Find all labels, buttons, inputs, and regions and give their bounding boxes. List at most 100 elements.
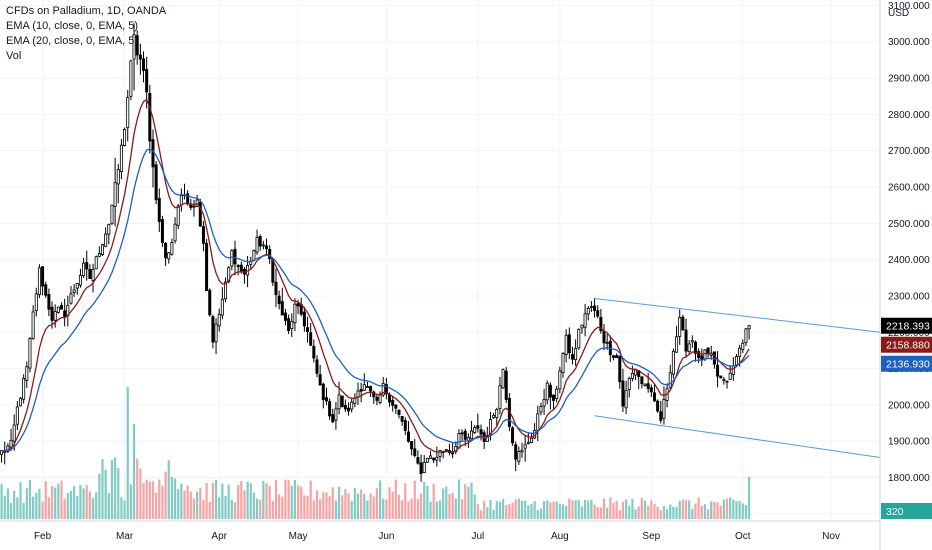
- volume-bar: [634, 509, 637, 519]
- candle: [504, 366, 508, 404]
- volume-bar: [479, 510, 483, 519]
- volume-bar: [432, 483, 435, 519]
- candle: [224, 277, 228, 303]
- volume-bar: [423, 481, 426, 519]
- volume-bar: [385, 499, 388, 519]
- volume-bar: [177, 489, 180, 519]
- legend-ema10[interactable]: EMA (10, close, 0, EMA, 5): [6, 20, 139, 32]
- candle: [470, 420, 474, 442]
- volume-bar: [224, 496, 227, 519]
- volume-bar: [284, 479, 287, 519]
- candle: [299, 297, 303, 317]
- candle: [265, 238, 269, 255]
- candle: [334, 402, 338, 430]
- volume-bar: [123, 500, 126, 519]
- candle: [208, 288, 212, 317]
- candle: [148, 85, 152, 154]
- volume-bar: [464, 484, 467, 519]
- legend-volume[interactable]: Vol: [6, 50, 22, 62]
- volume-bar: [88, 491, 91, 519]
- volume-bar: [3, 495, 6, 519]
- price-tag-volume: 320: [881, 503, 932, 519]
- candle: [0, 450, 4, 463]
- volume-bar: [262, 480, 265, 519]
- volume-bar: [388, 487, 391, 519]
- volume-bar: [675, 506, 678, 519]
- candle: [611, 354, 615, 361]
- x-tick-label: May: [289, 531, 308, 542]
- candle: [94, 255, 98, 270]
- volume-bar: [407, 501, 410, 519]
- candle: [211, 314, 215, 349]
- volume-bar: [665, 509, 669, 519]
- candle: [75, 283, 79, 295]
- y-tick-label: 3100.000: [888, 1, 930, 12]
- volume-bar: [650, 500, 653, 519]
- candle: [649, 384, 653, 397]
- y-tick-label: 2900.000: [888, 74, 930, 85]
- candle: [154, 160, 158, 205]
- volume-bar: [139, 468, 142, 519]
- volume-bar: [681, 499, 684, 519]
- candle: [201, 220, 205, 252]
- volume-bar: [700, 506, 703, 519]
- candle: [312, 339, 316, 363]
- volume-bar: [164, 471, 167, 519]
- candle: [400, 415, 404, 426]
- candle: [700, 348, 704, 367]
- volume-bar: [546, 500, 549, 519]
- volume-bar: [95, 492, 98, 519]
- candle: [107, 223, 111, 245]
- candle: [536, 405, 540, 441]
- volume-bar: [271, 501, 274, 519]
- legend-ema20[interactable]: EMA (20, close, 0, EMA, 5): [6, 35, 139, 47]
- volume-bar: [82, 488, 85, 519]
- y-tick-label: 2600.000: [888, 183, 930, 194]
- candle: [277, 290, 281, 310]
- candle: [656, 399, 660, 413]
- candle: [22, 374, 26, 404]
- candle: [447, 443, 451, 456]
- volume-bar: [341, 495, 344, 519]
- volume-bar: [536, 510, 539, 519]
- volume-bar: [672, 506, 675, 519]
- volume-bar: [451, 492, 454, 519]
- volume-bar: [703, 504, 707, 519]
- volume-bar: [214, 479, 218, 519]
- volume-bar: [719, 505, 722, 519]
- candle: [624, 380, 628, 415]
- volume-bar: [237, 485, 240, 519]
- volume-bar: [249, 483, 252, 519]
- volume-bar: [476, 503, 479, 519]
- volume-bar: [524, 500, 527, 519]
- volume-bar: [571, 500, 574, 519]
- candle: [192, 199, 196, 217]
- volume-bar: [117, 468, 120, 519]
- volume-bar: [511, 502, 514, 519]
- candle: [167, 251, 171, 264]
- volume-bar: [369, 493, 372, 519]
- volume-bar: [372, 496, 375, 519]
- candle: [473, 425, 477, 435]
- candle: [97, 246, 101, 258]
- candle: [290, 313, 294, 337]
- candle: [630, 365, 634, 382]
- volume-bar: [66, 493, 69, 519]
- volume-bar: [227, 484, 230, 519]
- volume-bar: [656, 506, 659, 519]
- volume-bar: [265, 482, 268, 519]
- x-tick-label: Apr: [211, 531, 227, 542]
- x-tick-label: Jun: [378, 531, 394, 542]
- legend-symbol-title[interactable]: CFDs on Palladium, 1D, OANDA: [6, 5, 167, 17]
- candle: [545, 380, 549, 405]
- candle: [337, 381, 341, 415]
- volume-bar: [32, 496, 35, 519]
- volume-bar: [132, 423, 136, 519]
- volume-bar: [615, 500, 618, 519]
- volume-bar: [382, 498, 385, 519]
- candle: [283, 308, 287, 326]
- volume-bar: [568, 498, 571, 519]
- candle: [675, 325, 679, 353]
- volume-bar: [555, 501, 558, 519]
